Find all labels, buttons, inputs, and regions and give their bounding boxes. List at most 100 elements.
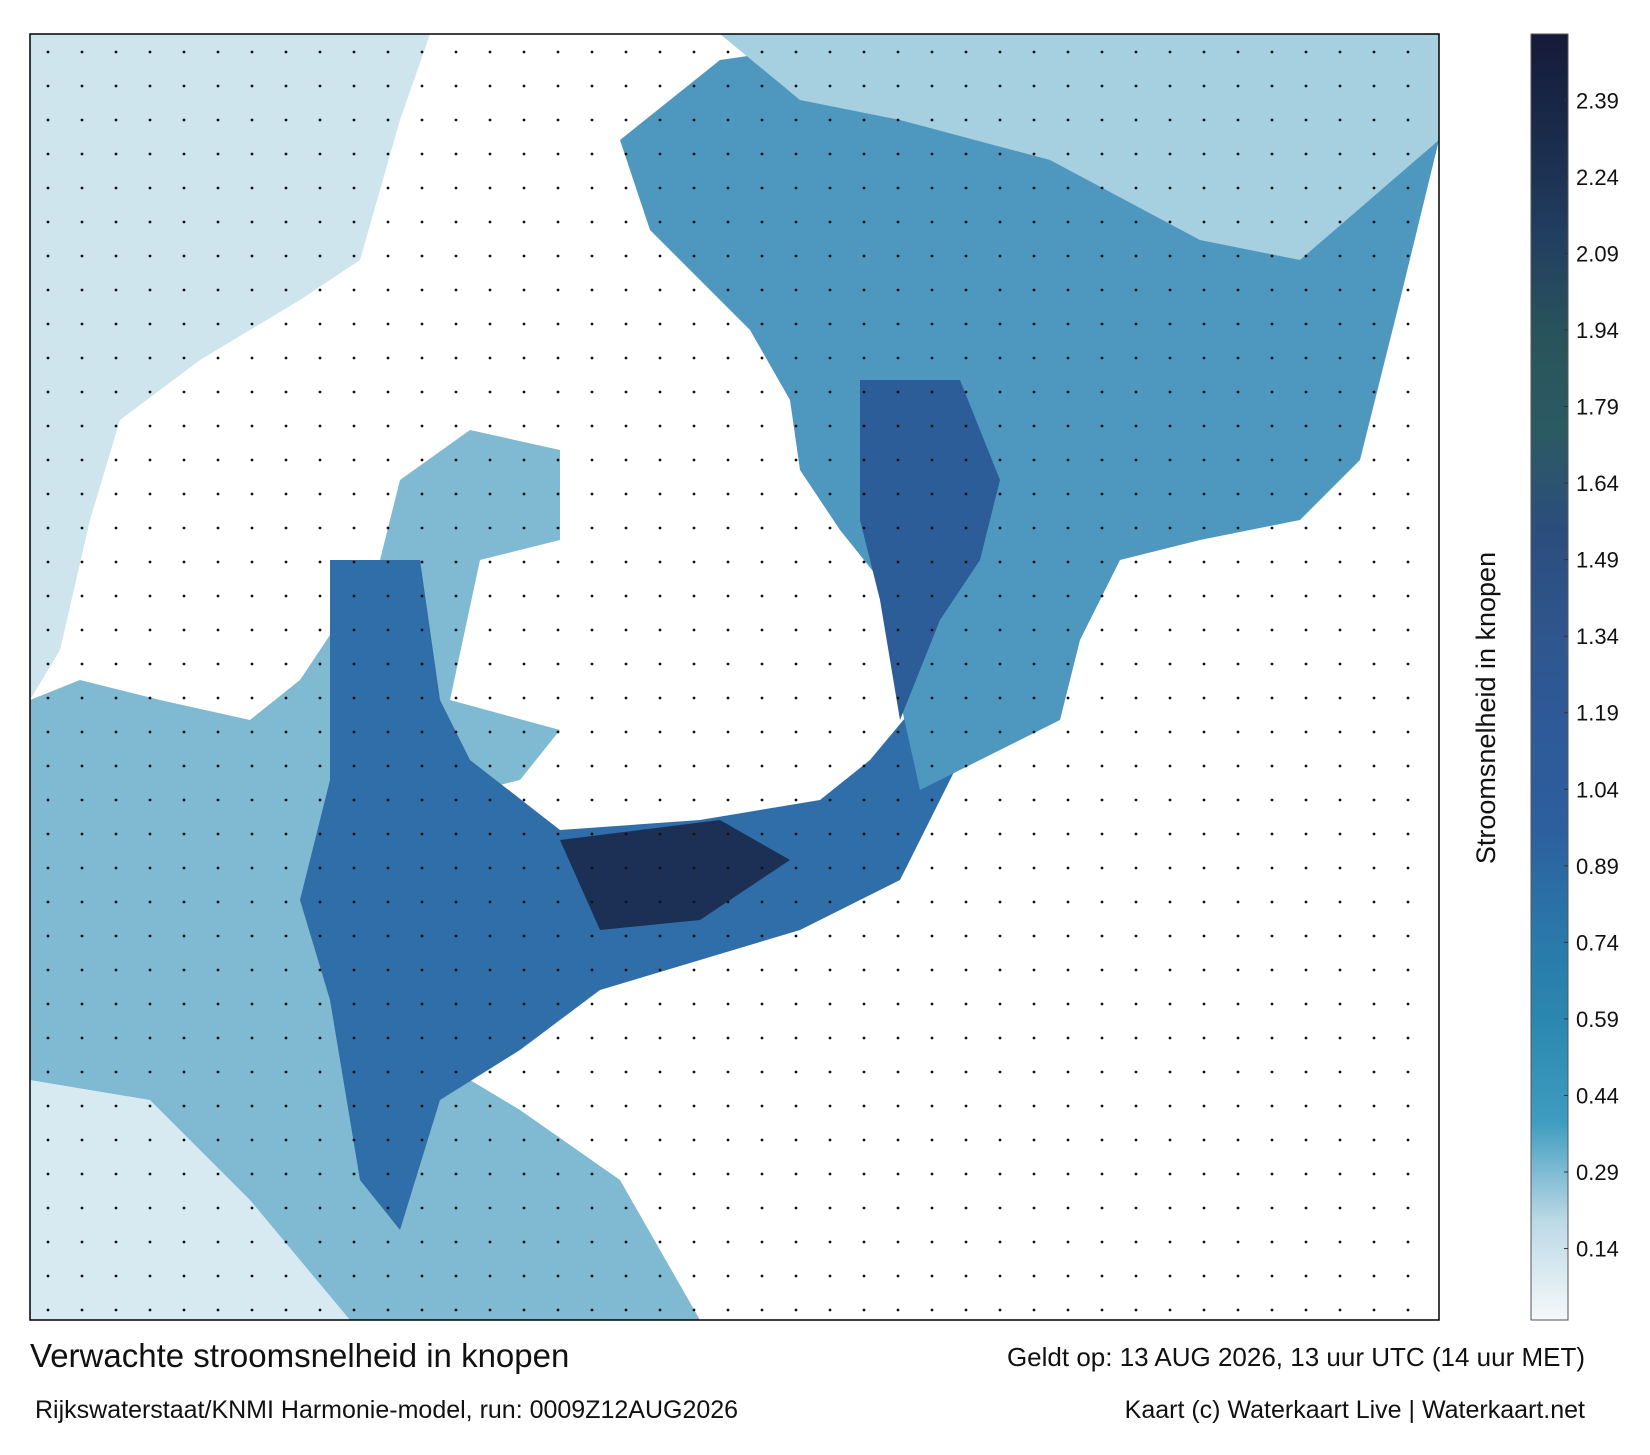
grid-dot	[1270, 1240, 1274, 1244]
grid-dot	[964, 628, 968, 632]
grid-dot	[590, 594, 594, 598]
grid-dot	[658, 968, 662, 972]
grid-dot	[488, 1138, 492, 1142]
grid-dot	[1100, 424, 1104, 428]
grid-dot	[1338, 1138, 1342, 1142]
grid-dot	[454, 220, 458, 224]
grid-dot	[1066, 1206, 1070, 1210]
grid-dot	[1406, 1240, 1410, 1244]
grid-dot	[760, 1172, 764, 1176]
grid-dot	[1100, 220, 1104, 224]
grid-dot	[862, 322, 866, 326]
grid-dot	[930, 1036, 934, 1040]
grid-dot	[1032, 900, 1036, 904]
grid-dot	[930, 322, 934, 326]
grid-dot	[692, 1308, 696, 1312]
grid-dot	[1304, 50, 1308, 54]
grid-dot	[216, 934, 220, 938]
grid-dot	[1270, 900, 1274, 904]
grid-dot	[216, 1274, 220, 1278]
grid-dot	[760, 492, 764, 496]
grid-dot	[828, 526, 832, 530]
grid-dot	[216, 662, 220, 666]
grid-dot	[80, 900, 84, 904]
grid-dot	[556, 798, 560, 802]
grid-dot	[386, 798, 390, 802]
grid-dot	[658, 560, 662, 564]
grid-dot	[896, 50, 900, 54]
grid-dot	[454, 458, 458, 462]
grid-dot	[1134, 118, 1138, 122]
grid-dot	[1406, 560, 1410, 564]
grid-dot	[1202, 1240, 1206, 1244]
grid-dot	[794, 84, 798, 88]
grid-dot	[1032, 628, 1036, 632]
grid-dot	[318, 220, 322, 224]
grid-dot	[828, 458, 832, 462]
grid-dot	[80, 118, 84, 122]
grid-dot	[930, 50, 934, 54]
grid-dot	[318, 1138, 322, 1142]
grid-dot	[114, 458, 118, 462]
grid-dot	[726, 730, 730, 734]
grid-dot	[1032, 186, 1036, 190]
grid-dot	[760, 968, 764, 972]
grid-dot	[1168, 186, 1172, 190]
grid-dot	[80, 832, 84, 836]
grid-dot	[488, 322, 492, 326]
grid-dot	[488, 662, 492, 666]
grid-dot	[1372, 628, 1376, 632]
grid-dot	[1100, 968, 1104, 972]
grid-dot	[1202, 1308, 1206, 1312]
grid-dot	[1134, 186, 1138, 190]
grid-dot	[590, 1172, 594, 1176]
grid-dot	[624, 594, 628, 598]
grid-dot	[930, 798, 934, 802]
grid-dot	[828, 356, 832, 360]
grid-dot	[1202, 322, 1206, 326]
grid-dot	[454, 628, 458, 632]
grid-dot	[828, 1070, 832, 1074]
grid-dot	[964, 322, 968, 326]
grid-dot	[284, 764, 288, 768]
grid-dot	[1236, 832, 1240, 836]
grid-dot	[1134, 866, 1138, 870]
grid-dot	[80, 1172, 84, 1176]
grid-dot	[1304, 968, 1308, 972]
grid-dot	[828, 662, 832, 666]
grid-dot	[46, 526, 50, 530]
grid-dot	[454, 288, 458, 292]
grid-dot	[1168, 594, 1172, 598]
colorbar-tick-label: 1.94	[1576, 318, 1619, 343]
grid-dot	[1202, 594, 1206, 598]
grid-dot	[658, 1036, 662, 1040]
grid-dot	[284, 288, 288, 292]
grid-dot	[284, 662, 288, 666]
grid-dot	[1406, 662, 1410, 666]
water-fast	[560, 820, 790, 930]
grid-dot	[794, 50, 798, 54]
colorbar-tick-label: 1.64	[1576, 471, 1619, 496]
grid-dot	[250, 1172, 254, 1176]
grid-dot	[46, 118, 50, 122]
grid-dot	[1168, 560, 1172, 564]
grid-dot	[1202, 866, 1206, 870]
grid-dot	[250, 1104, 254, 1108]
grid-dot	[522, 934, 526, 938]
grid-dot	[454, 1104, 458, 1108]
grid-dot	[624, 526, 628, 530]
grid-dot	[964, 458, 968, 462]
grid-dot	[284, 730, 288, 734]
grid-dot	[46, 152, 50, 156]
grid-dot	[998, 1036, 1002, 1040]
grid-dot	[624, 492, 628, 496]
grid-dot	[318, 934, 322, 938]
grid-dot	[1202, 1138, 1206, 1142]
grid-dot	[1372, 900, 1376, 904]
grid-dot	[726, 832, 730, 836]
grid-dot	[522, 696, 526, 700]
grid-dot	[930, 152, 934, 156]
grid-dot	[1134, 764, 1138, 768]
grid-dot	[250, 560, 254, 564]
grid-dot	[794, 1274, 798, 1278]
